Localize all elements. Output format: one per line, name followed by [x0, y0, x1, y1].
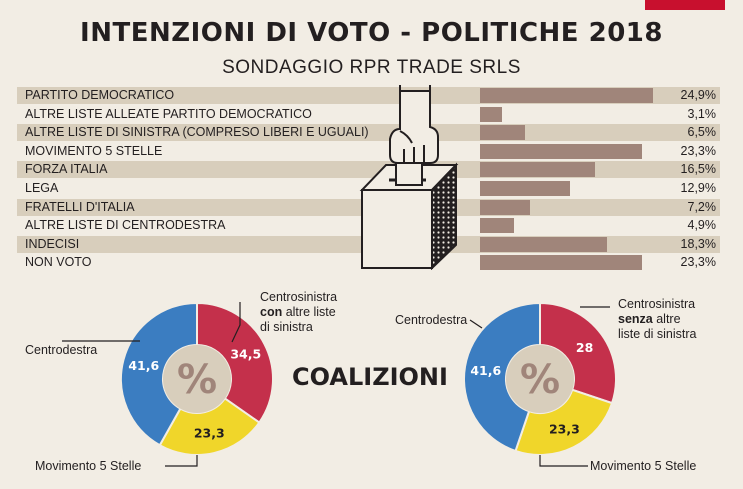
pie2-leader-line	[469, 319, 483, 329]
bar-row: LEGA 12,9%	[17, 180, 720, 197]
bar-row: PARTITO DEMOCRATICO 24,9%	[17, 87, 720, 104]
bar-label: ALTRE LISTE ALLEATE PARTITO DEMOCRATICO	[25, 106, 312, 121]
bar-value-label: 23,3%	[680, 255, 716, 270]
pie1-center	[163, 345, 231, 413]
bar-label: MOVIMENTO 5 STELLE	[25, 143, 163, 158]
pie1-centrosinistra-label: Centrosinistra con altre liste di sinist…	[260, 290, 370, 335]
bar-value-label: 24,9%	[680, 88, 716, 102]
bar-label: INDECISI	[25, 236, 80, 251]
bar-label: FRATELLI D'ITALIA	[25, 199, 135, 214]
pie1-centrosinistra-line2: altre liste	[282, 305, 336, 319]
pie2-percent-sign: %	[520, 357, 560, 403]
bar-chart: PARTITO DEMOCRATICO 24,9% ALTRE LISTE ALLE…	[17, 87, 720, 274]
bar-label: ALTRE LISTE DI CENTRODESTRA	[25, 218, 226, 233]
top-red-tab	[645, 0, 725, 10]
bar-label: PARTITO DEMOCRATICO	[25, 88, 175, 102]
pie2-centrodestra-label: Centrodestra	[395, 313, 468, 327]
pie1-value-label: 41,6	[128, 358, 159, 373]
bar-value-label: 6,5%	[687, 125, 717, 140]
pie1-leader-line	[231, 302, 241, 343]
bar	[480, 255, 642, 271]
pie2-centrosinistra-bold: senza	[618, 312, 653, 326]
bar	[480, 218, 515, 234]
pie1-centrosinistra-line3: di sinistra	[260, 320, 313, 334]
bar-value-label: 3,1%	[687, 106, 717, 121]
bar-row: ALTRE LISTE ALLEATE PARTITO DEMOCRATICO 3…	[17, 106, 720, 123]
bar-value-label: 18,3%	[680, 236, 716, 251]
top-rule	[0, 0, 743, 14]
bar-value-label: 12,9%	[680, 181, 716, 195]
pie2-value-label: 28	[576, 340, 593, 355]
pie1-leader-line	[165, 455, 198, 467]
bar-value-label: 23,3%	[680, 143, 716, 158]
bar-value-label: 7,2%	[687, 199, 717, 214]
pie1-percent-sign: %	[177, 357, 217, 403]
bar	[480, 125, 526, 141]
bar	[480, 88, 653, 103]
bar	[480, 106, 502, 122]
bar	[480, 143, 642, 159]
pie1-value-label: 23,3	[194, 426, 225, 441]
bar	[480, 236, 608, 252]
pie1-centrosinistra-line1: Centrosinistra	[260, 290, 338, 304]
pie2-centrosinistra-label: Centrosinistra senza altre liste di sini…	[618, 297, 728, 342]
bar-row: MOVIMENTO 5 STELLE 23,3%	[17, 143, 720, 160]
ballot-box-illustration	[359, 85, 459, 270]
pie1-value-label: 34,5	[230, 347, 261, 362]
bar-row: ALTRE LISTE DI CENTRODESTRA 4,9%	[17, 217, 720, 234]
bar	[480, 181, 570, 196]
bar-row: ALTRE LISTE DI SINISTRA (COMPRESO LIBERI…	[17, 124, 720, 142]
coalizioni-title: COALIZIONI	[292, 363, 448, 391]
pie1-m5s-label: Movimento 5 Stelle	[35, 459, 142, 473]
pie1-centrodestra-label: Centrodestra	[25, 343, 98, 357]
bar-value-label: 4,9%	[687, 218, 717, 233]
bar	[480, 162, 595, 178]
chart-subtitle: SONDAGGIO RPR TRADE SRLS	[222, 57, 521, 78]
pie2-center	[506, 345, 574, 413]
pie2-centrosinistra-line1: Centrosinistra	[618, 297, 696, 311]
bar-value-label: 16,5%	[680, 162, 716, 177]
bar-row: FORZA ITALIA 16,5%	[17, 161, 720, 179]
bar-label: NON VOTO	[25, 255, 92, 270]
pie2-m5s-label: Movimento 5 Stelle	[590, 459, 697, 473]
pie1-centrosinistra-bold: con	[260, 305, 283, 319]
pie2-leader-line	[539, 455, 588, 467]
bar-label: FORZA ITALIA	[25, 162, 108, 177]
bar	[480, 199, 531, 215]
pie2-centrosinistra-line3: liste di sinistra	[618, 327, 697, 341]
chart-title: INTENZIONI DI VOTO - POLITICHE 2018	[80, 18, 663, 48]
bar-label: ALTRE LISTE DI SINISTRA (COMPRESO LIBERI…	[25, 125, 369, 140]
pie2-value-label: 23,3	[549, 421, 580, 436]
pie2-value-label: 41,6	[470, 363, 501, 378]
pie2-centrosinistra-line2: altre	[652, 312, 681, 326]
bar-label: LEGA	[25, 181, 59, 195]
bar-row: NON VOTO 23,3%	[17, 254, 720, 271]
